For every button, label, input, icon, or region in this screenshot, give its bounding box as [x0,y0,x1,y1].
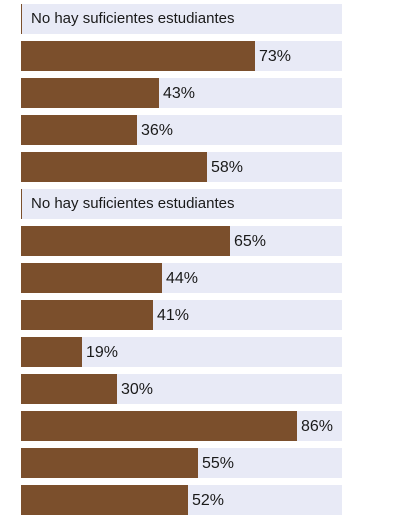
bar-value-label: 41% [157,307,190,324]
bar-value-label: 55% [202,455,235,472]
bar-value-label: 43% [163,85,196,102]
bar-value-label: 30% [121,381,154,398]
no-data-note-row: No hay suficientes estudiantes [21,4,342,34]
bar-value-label: 65% [234,233,267,250]
bar-fill [21,337,82,367]
bar-row: 65% [21,226,342,256]
bar-value-label: 86% [301,418,334,435]
bar-row: 55% [21,448,342,478]
bar-row: 52% [21,485,342,515]
bar-value-label: 58% [211,159,244,176]
bar-row: 36% [21,115,342,145]
note-background [21,4,342,34]
bar-row: 44% [21,263,342,293]
bar-value-label: 19% [86,344,119,361]
bar-value-label: 73% [259,48,292,65]
bar-row: 58% [21,152,342,182]
bar-fill [21,115,137,145]
bar-fill [21,300,153,330]
note-background [21,189,342,219]
bar-value-label: 36% [141,122,174,139]
bar-row: 73% [21,41,342,71]
no-data-note-label: No hay suficientes estudiantes [31,195,235,212]
bar-fill [21,41,255,71]
bar-fill [21,411,297,441]
no-data-note-row: No hay suficientes estudiantes [21,189,342,219]
bar-row: 41% [21,300,342,330]
bar-fill [21,78,159,108]
bar-fill [21,226,230,256]
bar-row: 19% [21,337,342,367]
bar-fill [21,152,207,182]
no-data-note-label: No hay suficientes estudiantes [31,10,235,27]
bar-row: 30% [21,374,342,404]
bar-fill [21,263,162,293]
bar-fill [21,485,188,515]
bar-value-label: 44% [166,270,199,287]
bar-row: 86% [21,411,342,441]
bar-value-label: 52% [192,492,225,509]
bar-row: 43% [21,78,342,108]
bar-fill [21,374,117,404]
bar-fill [21,448,198,478]
